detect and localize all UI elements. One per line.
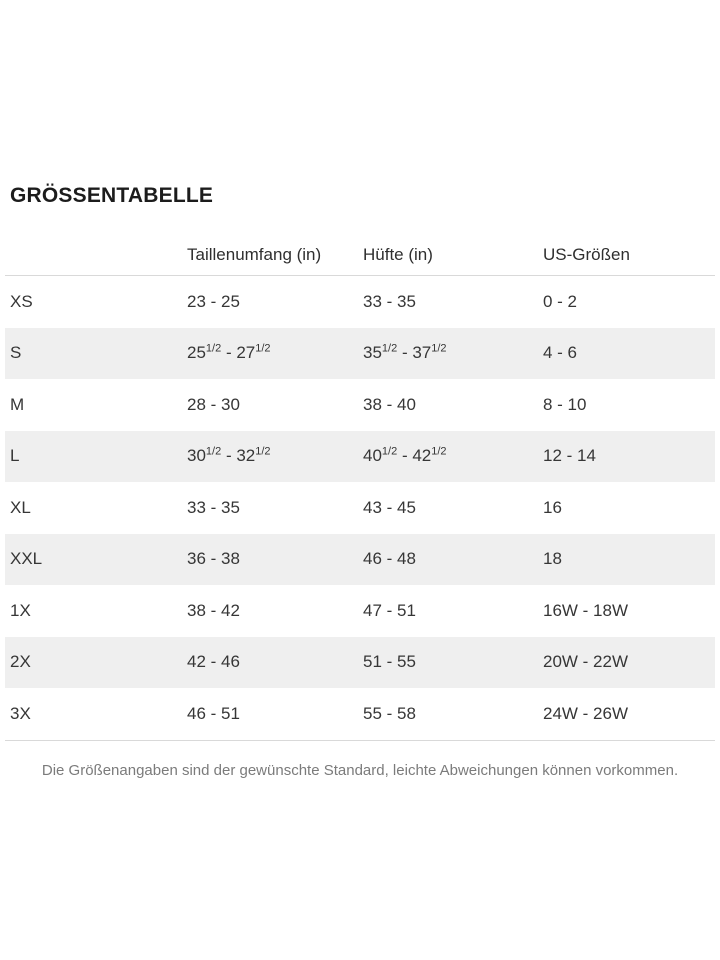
cell-waist: 251/2 - 271/2 (187, 342, 271, 363)
table-row: L 301/2 - 321/2 401/2 - 421/2 12 - 14 (5, 430, 715, 482)
table-body: XS 23 - 25 33 - 35 0 - 2 S 251/2 - 271/2 351/2… (5, 276, 715, 741)
column-header: US-Größen (543, 245, 630, 264)
cell-hip: 401/2 - 421/2 (363, 445, 447, 466)
cell-us-size: 16W - 18W (543, 600, 629, 620)
table-row: M 28 - 30 38 - 40 8 - 10 (5, 379, 715, 431)
cell-us-size: 8 - 10 (543, 394, 587, 414)
cell-hip: 55 - 58 (363, 703, 416, 723)
cell-size: S (10, 343, 22, 363)
cell-size: M (10, 394, 25, 414)
cell-size: 2X (10, 652, 31, 672)
cell-us-size: 24W - 26W (543, 703, 629, 723)
cell-waist: 301/2 - 321/2 (187, 445, 271, 466)
table-row: S 251/2 - 271/2 351/2 - 371/2 4 - 6 (5, 327, 715, 379)
cell-waist: 28 - 30 (187, 394, 240, 414)
cell-size: 3X (10, 703, 31, 723)
column-header: Taillenumfang (in) (187, 245, 322, 264)
cell-size: L (10, 446, 20, 466)
page-title: GRÖSSENTABELLE (10, 184, 214, 207)
cell-size: XXL (10, 549, 43, 569)
cell-us-size: 20W - 22W (543, 652, 629, 672)
cell-size: XS (10, 291, 33, 311)
cell-hip: 51 - 55 (363, 652, 416, 672)
cell-us-size: 12 - 14 (543, 446, 596, 466)
cell-waist: 46 - 51 (187, 703, 240, 723)
cell-hip: 351/2 - 371/2 (363, 342, 447, 363)
cell-hip: 33 - 35 (363, 291, 416, 311)
cell-waist: 36 - 38 (187, 549, 240, 569)
table-row: 3X 46 - 51 55 - 58 24W - 26W (5, 688, 715, 740)
size-table: Taillenumfang (in) Hüfte (in) US-Größen XS… (5, 208, 715, 741)
cell-us-size: 0 - 2 (543, 291, 578, 311)
cell-hip: 43 - 45 (363, 497, 416, 517)
cell-waist: 23 - 25 (187, 291, 240, 311)
cell-us-size: 4 - 6 (543, 343, 578, 363)
cell-hip: 46 - 48 (363, 549, 416, 569)
cell-size: 1X (10, 600, 31, 620)
size-disclaimer: Die Größenangaben sind der gewünschte St… (41, 761, 679, 779)
cell-waist: 33 - 35 (187, 497, 240, 517)
cell-size: XL (10, 497, 31, 517)
table-row: XS 23 - 25 33 - 35 0 - 2 (5, 276, 715, 328)
cell-hip: 38 - 40 (363, 394, 416, 414)
cell-hip: 47 - 51 (363, 600, 416, 620)
table-row: 1X 38 - 42 47 - 51 16W - 18W (5, 585, 715, 637)
cell-us-size: 16 (543, 497, 562, 517)
table-row: XL 33 - 35 43 - 45 16 (5, 482, 715, 534)
table-header-row: Taillenumfang (in) Hüfte (in) US-Größen (5, 208, 715, 276)
cell-waist: 42 - 46 (187, 652, 240, 672)
table-row: 2X 42 - 46 51 - 55 20W - 22W (5, 636, 715, 688)
table-row: XXL 36 - 38 46 - 48 18 (5, 533, 715, 585)
cell-us-size: 18 (543, 549, 562, 569)
cell-waist: 38 - 42 (187, 600, 240, 620)
column-header: Hüfte (in) (363, 245, 433, 264)
